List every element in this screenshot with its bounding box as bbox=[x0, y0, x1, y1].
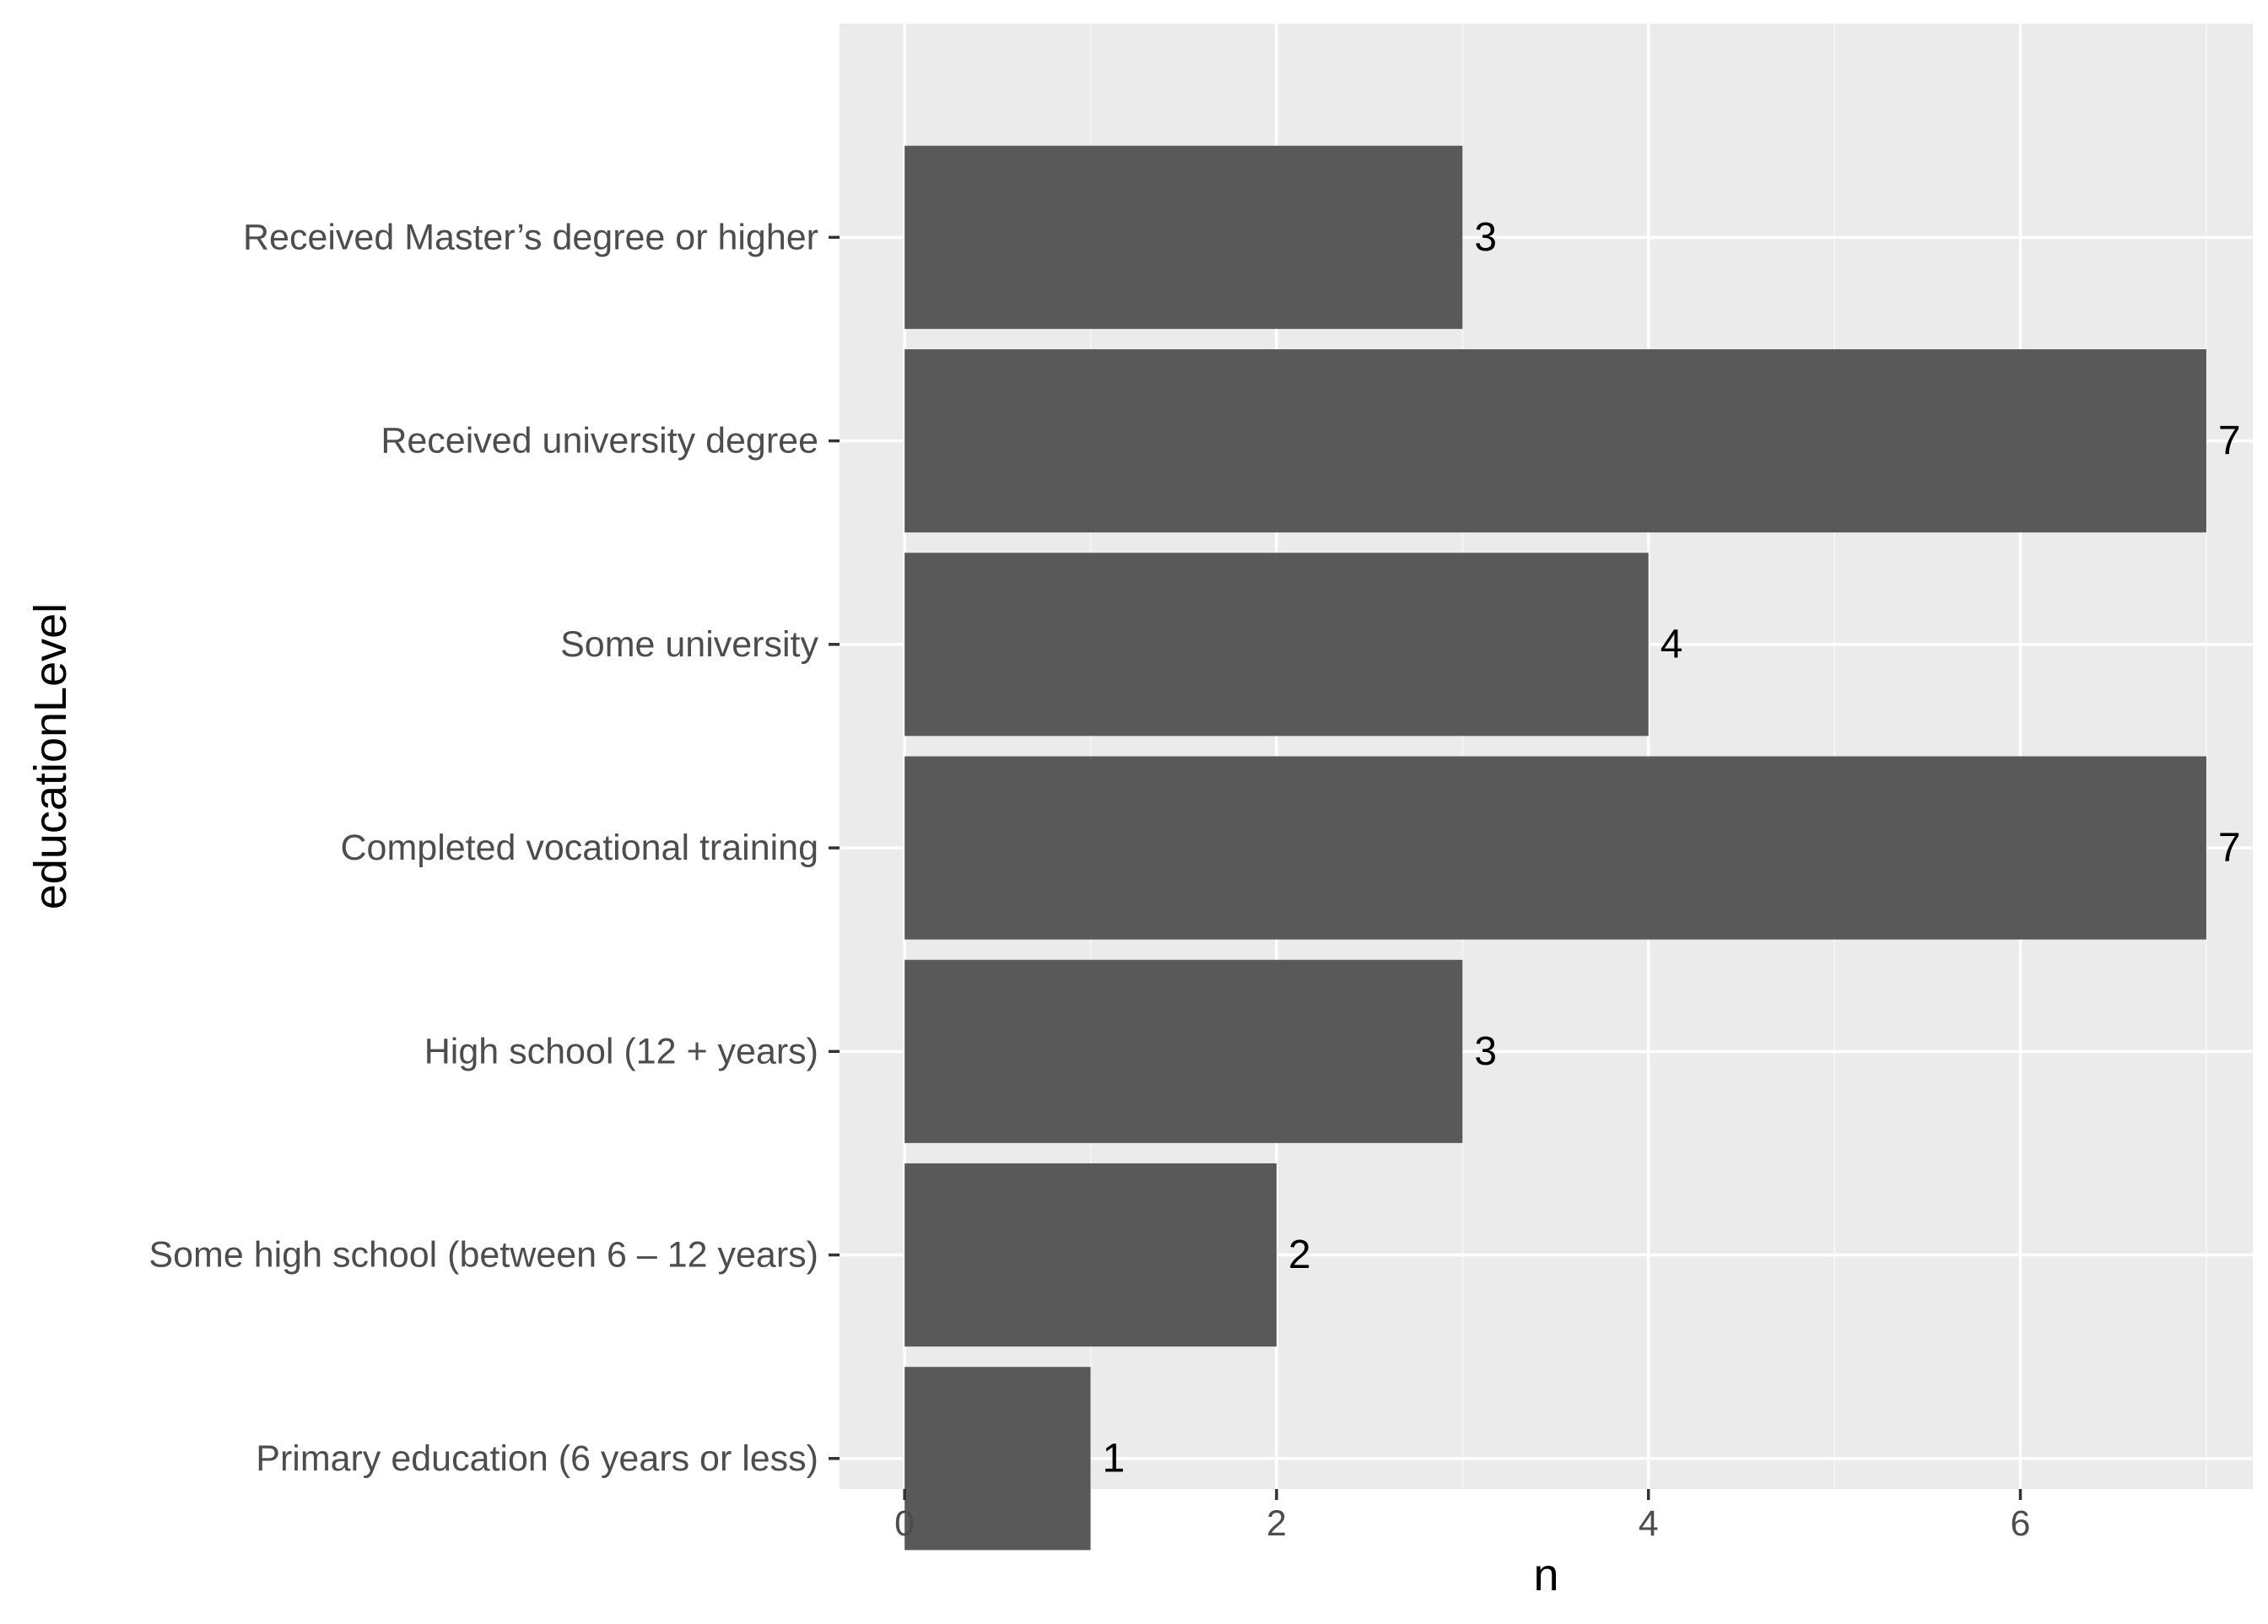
y-tick-label: High school (12 + years) bbox=[424, 1031, 818, 1071]
y-tick-label: Received Master’s degree or higher bbox=[243, 217, 818, 257]
data-label: 7 bbox=[2218, 418, 2241, 463]
data-label: 2 bbox=[1288, 1233, 1311, 1277]
bar bbox=[904, 1163, 1277, 1347]
y-tick-label: Completed vocational training bbox=[341, 828, 819, 868]
x-tick-label: 0 bbox=[894, 1503, 915, 1544]
bar bbox=[904, 349, 2206, 533]
bar bbox=[904, 145, 1463, 329]
y-tick-label: Received university degree bbox=[381, 421, 818, 461]
x-axis: 0 2 4 6 bbox=[894, 1489, 2030, 1544]
bar bbox=[904, 1367, 1091, 1551]
y-tick-label: Some university bbox=[560, 624, 818, 665]
y-tick-label: Some high school (between 6 – 12 years) bbox=[148, 1235, 818, 1276]
data-label: 3 bbox=[1474, 215, 1497, 260]
bar bbox=[904, 756, 2206, 940]
x-tick-label: 6 bbox=[2011, 1503, 2031, 1544]
x-tick-label: 4 bbox=[1639, 1503, 1659, 1544]
data-label: 7 bbox=[2218, 826, 2241, 871]
data-label: 1 bbox=[1103, 1436, 1126, 1481]
data-label: 4 bbox=[1660, 622, 1683, 666]
bar bbox=[904, 959, 1463, 1143]
x-tick-label: 2 bbox=[1266, 1503, 1287, 1544]
y-axis: Received Master’s degree or higher Receiv… bbox=[148, 217, 840, 1479]
data-label: 3 bbox=[1474, 1029, 1497, 1074]
y-tick-label: Primary education (6 years or less) bbox=[256, 1438, 818, 1479]
bar bbox=[904, 553, 1649, 736]
x-axis-title: n bbox=[1533, 1550, 1558, 1600]
data-labels-group: 3 7 4 7 3 2 1 bbox=[1103, 215, 2241, 1481]
y-axis-title: educationLevel bbox=[25, 603, 76, 909]
bars-group bbox=[904, 145, 2206, 1551]
